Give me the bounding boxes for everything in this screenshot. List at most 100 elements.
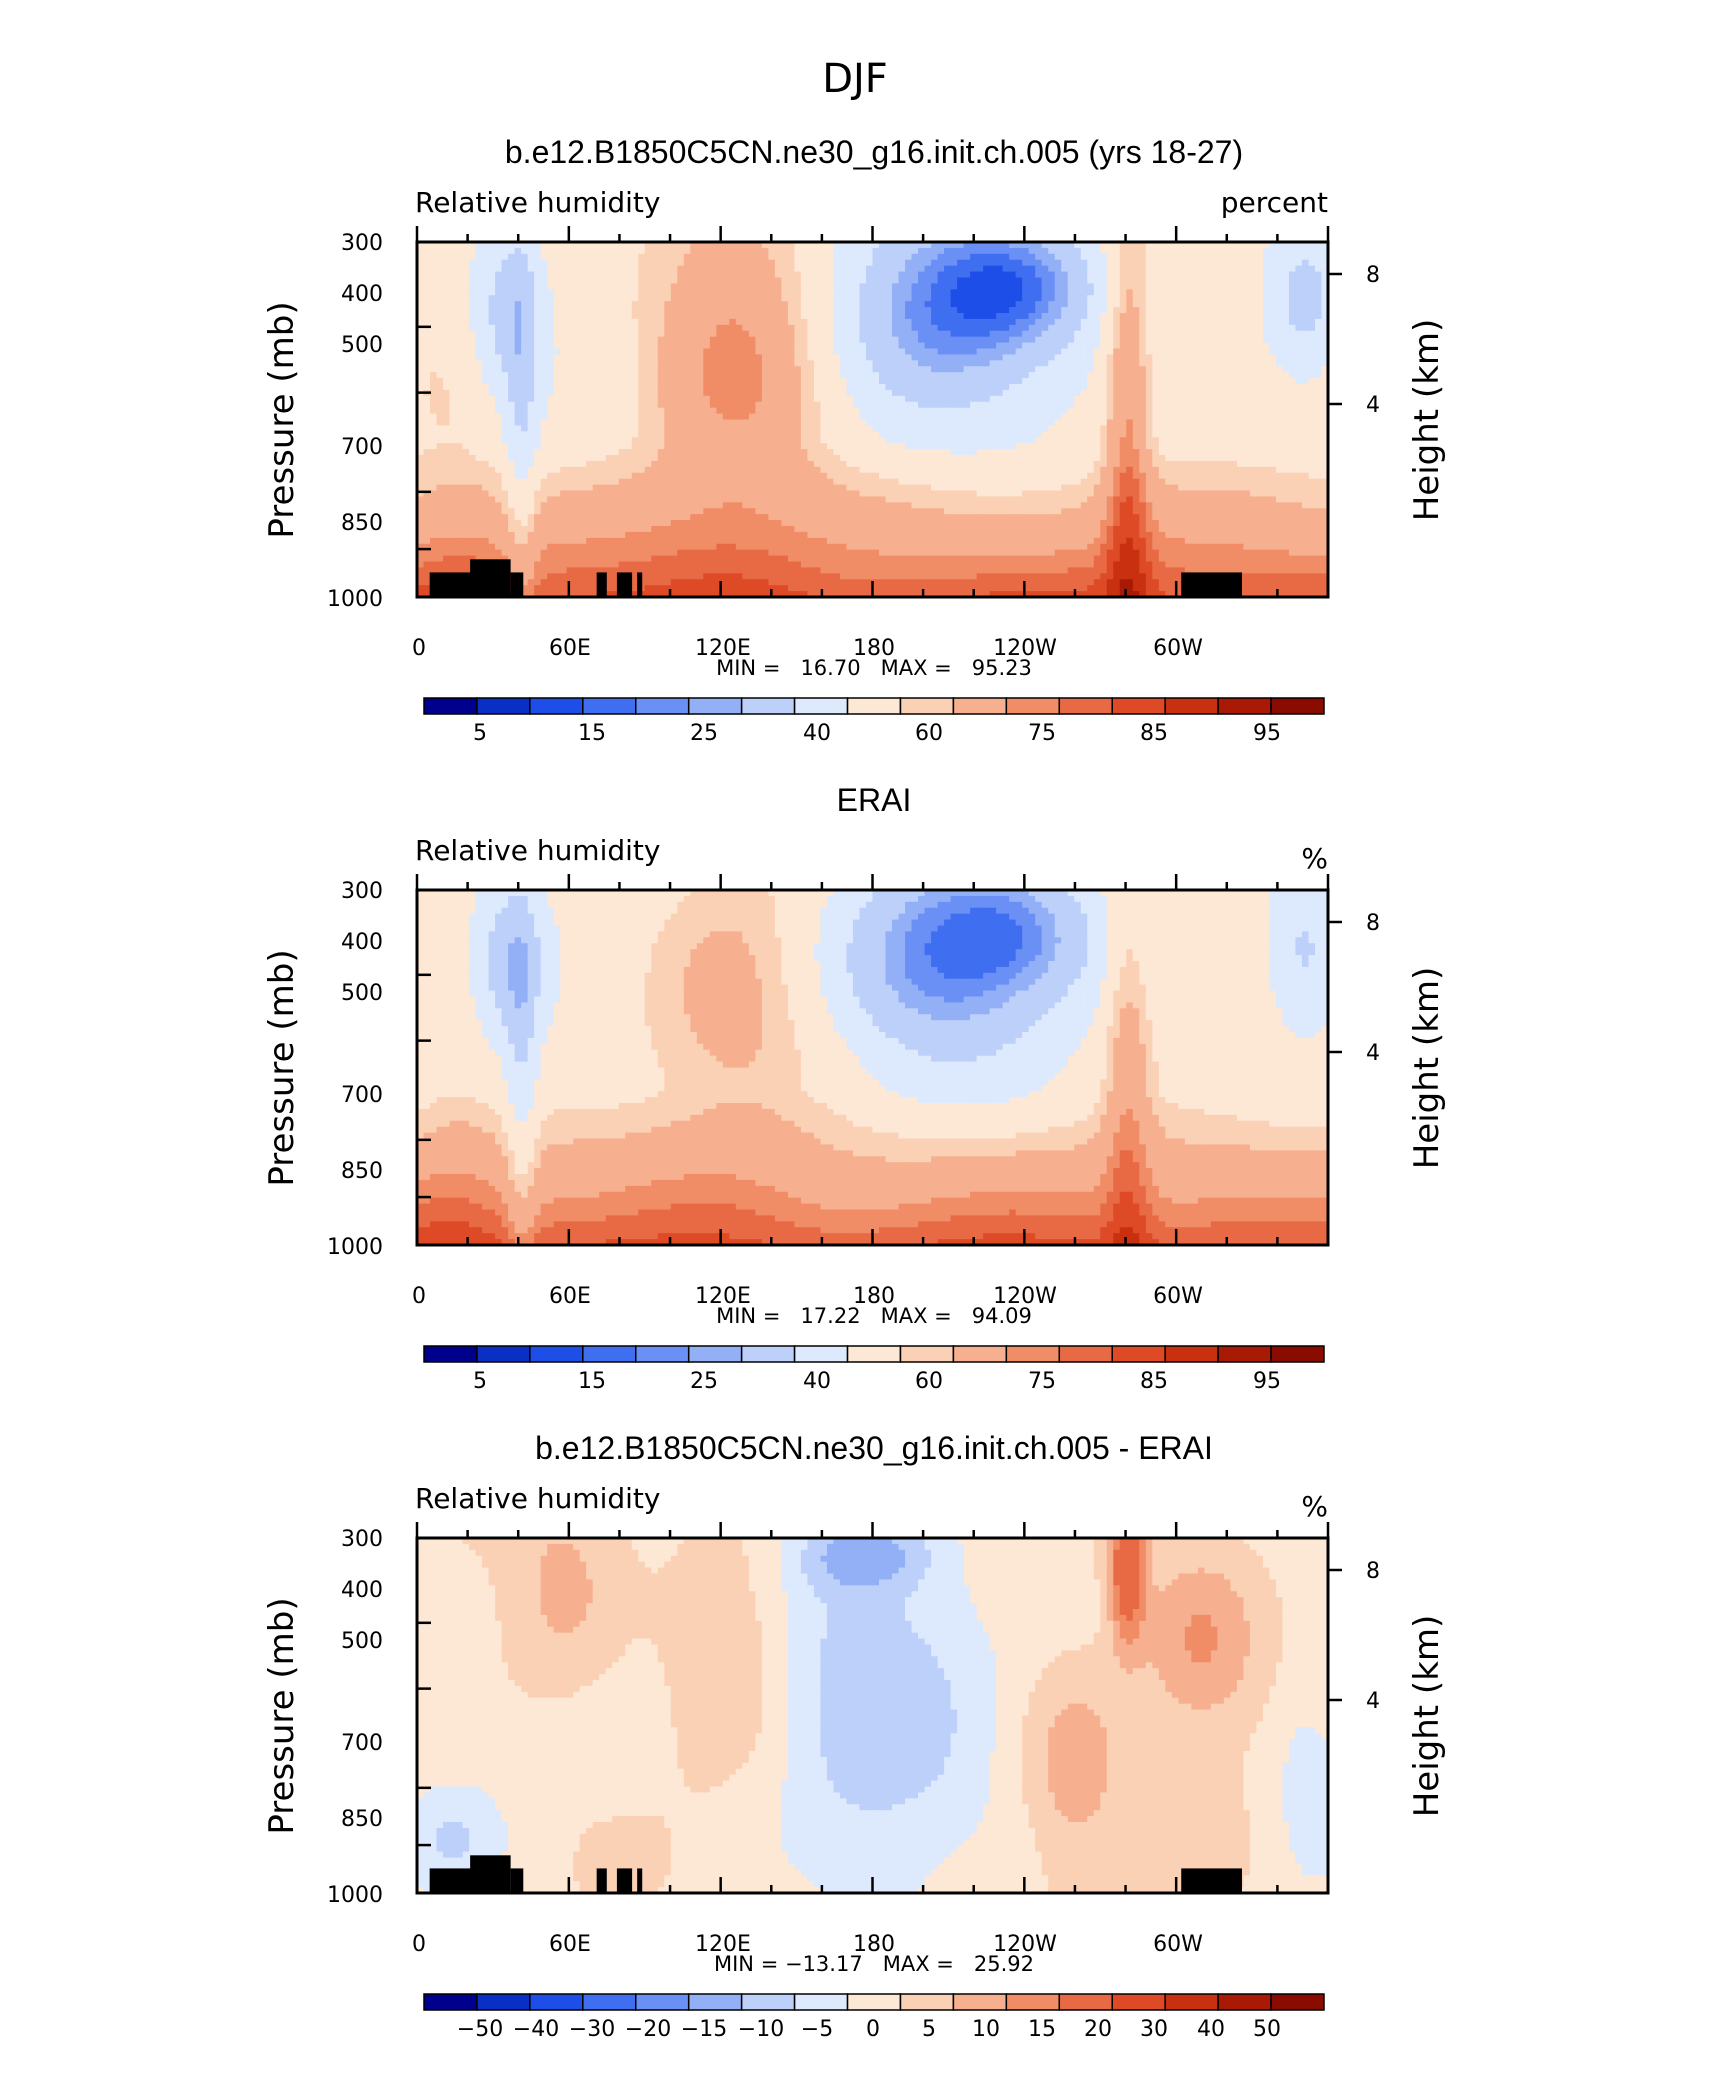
contour-cell bbox=[996, 348, 1004, 356]
contour-cell bbox=[885, 366, 893, 373]
contour-cell bbox=[1035, 431, 1043, 438]
contour-cell bbox=[1152, 419, 1160, 427]
contour-cell bbox=[1080, 437, 1088, 444]
contour-cell bbox=[931, 384, 939, 391]
contour-cell bbox=[1249, 271, 1258, 279]
contour-cell bbox=[703, 366, 711, 373]
contour-cell bbox=[742, 295, 750, 302]
contour-cell bbox=[1243, 265, 1251, 273]
contour-cell bbox=[1269, 378, 1277, 385]
contour-cell bbox=[1132, 271, 1140, 279]
contour-cell bbox=[475, 413, 483, 421]
contour-cell bbox=[950, 242, 958, 249]
contour-cell bbox=[748, 342, 756, 350]
contour-cell bbox=[586, 307, 594, 314]
contour-cell bbox=[1282, 289, 1290, 296]
contour-cell bbox=[1308, 354, 1316, 361]
contour-cell bbox=[1230, 354, 1238, 361]
contour-cell bbox=[865, 431, 874, 438]
contour-cell bbox=[560, 277, 568, 285]
contour-cell bbox=[989, 366, 997, 373]
contour-cell bbox=[1197, 271, 1205, 279]
contour-cell bbox=[1204, 354, 1212, 361]
contour-cell bbox=[963, 449, 971, 456]
contour-cell bbox=[638, 389, 646, 397]
contour-cell bbox=[423, 330, 431, 338]
contour-cell bbox=[638, 283, 646, 290]
contour-cell bbox=[807, 372, 815, 379]
contour-cell bbox=[1230, 419, 1238, 427]
contour-cell bbox=[742, 348, 750, 356]
contour-cell bbox=[807, 253, 815, 261]
contour-cell bbox=[800, 336, 809, 344]
contour-cell bbox=[573, 265, 581, 273]
contour-cell bbox=[989, 313, 997, 320]
contour-cell bbox=[1243, 407, 1251, 415]
contour-cell bbox=[566, 401, 574, 409]
contour-cell bbox=[1314, 271, 1323, 279]
contour-cell bbox=[1009, 354, 1017, 361]
contour-cell bbox=[1132, 259, 1140, 267]
contour-cell bbox=[495, 247, 503, 255]
contour-cell bbox=[417, 366, 425, 373]
contour-cell bbox=[534, 348, 542, 356]
contour-cell bbox=[683, 401, 691, 409]
contour-cell bbox=[1152, 372, 1160, 379]
contour-cell bbox=[514, 384, 522, 391]
contour-cell bbox=[755, 425, 763, 432]
contour-cell bbox=[456, 289, 464, 296]
contour-cell bbox=[514, 336, 522, 344]
contour-cell bbox=[924, 324, 932, 332]
contour-cell bbox=[1048, 354, 1056, 361]
contour-cell bbox=[1165, 389, 1173, 397]
contour-cell bbox=[976, 372, 984, 379]
contour-cell bbox=[820, 384, 828, 391]
contour-cell bbox=[1295, 342, 1303, 350]
contour-cell bbox=[703, 395, 711, 403]
contour-cell bbox=[735, 401, 743, 409]
contour-cell bbox=[423, 289, 431, 296]
contour-cell bbox=[514, 253, 522, 261]
contour-cell bbox=[508, 437, 516, 444]
contour-cell bbox=[1087, 431, 1095, 438]
contour-cell bbox=[1139, 342, 1147, 350]
contour-cell bbox=[1217, 295, 1225, 302]
contour-cell bbox=[1158, 360, 1166, 367]
contour-cell bbox=[1048, 283, 1056, 290]
contour-cell bbox=[1256, 313, 1264, 320]
contour-cell bbox=[1269, 419, 1277, 427]
contour-cell bbox=[755, 253, 763, 261]
contour-cell bbox=[1041, 419, 1049, 427]
contour-cell bbox=[430, 419, 438, 427]
contour-cell bbox=[703, 330, 711, 338]
contour-cell bbox=[852, 247, 861, 255]
contour-cell bbox=[677, 307, 685, 314]
contour-cell bbox=[605, 336, 613, 344]
contour-cell bbox=[937, 354, 945, 361]
contour-cell bbox=[813, 437, 822, 444]
contour-cell bbox=[761, 401, 769, 409]
contour-cell bbox=[657, 271, 665, 279]
contour-cell bbox=[592, 271, 600, 279]
contour-cell bbox=[748, 425, 756, 432]
contour-cell bbox=[813, 307, 822, 314]
contour-cell bbox=[430, 407, 438, 415]
contour-cell bbox=[729, 419, 737, 427]
contour-cell bbox=[527, 259, 535, 267]
contour-cell bbox=[852, 277, 861, 285]
contour-cell bbox=[638, 431, 646, 438]
contour-cell bbox=[449, 271, 457, 279]
contour-cell bbox=[1067, 259, 1075, 267]
contour-cell bbox=[547, 407, 555, 415]
contour-cell bbox=[553, 360, 561, 367]
contour-cell bbox=[1132, 283, 1140, 290]
contour-cell bbox=[1295, 413, 1303, 421]
contour-cell bbox=[566, 360, 574, 367]
contour-cell bbox=[1295, 318, 1303, 326]
contour-cell bbox=[605, 437, 613, 444]
contour-cell bbox=[846, 425, 854, 432]
contour-cell bbox=[436, 443, 444, 450]
contour-cell bbox=[1145, 265, 1153, 273]
contour-cell bbox=[1048, 348, 1056, 356]
contour-cell bbox=[508, 366, 516, 373]
